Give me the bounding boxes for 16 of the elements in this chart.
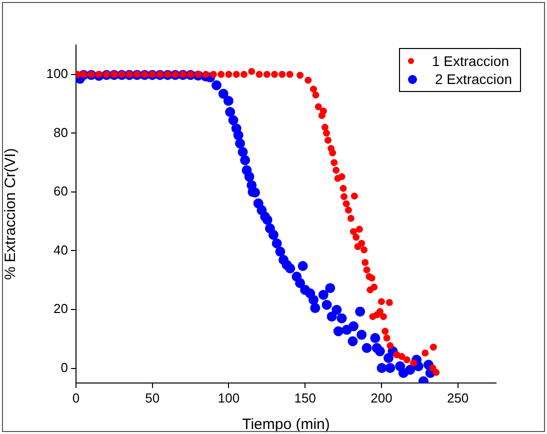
x-tick-label: 50 [145,390,160,406]
x-tick-label: 0 [72,390,80,406]
y-tick-label: 20 [54,301,68,316]
legend-label: 1 Extraccion [432,52,509,70]
x-tick-label: 250 [446,390,469,406]
y-tick-label: 80 [54,124,68,140]
x-tick-label: 150 [294,390,316,406]
y-tick-label: 60 [54,184,68,199]
x-tick-label: 200 [370,390,392,406]
legend-label: 2 Extraccion [434,70,512,88]
y-tick-label: 100 [46,66,68,81]
x-axis-title: Tiempo (min) [242,416,330,434]
y-tick-label: 40 [54,242,68,258]
y-axis-title: % Extraccion Cr(VI) [2,148,20,280]
y-tick-label: 0 [60,360,68,375]
x-tick-label: 100 [218,390,240,406]
